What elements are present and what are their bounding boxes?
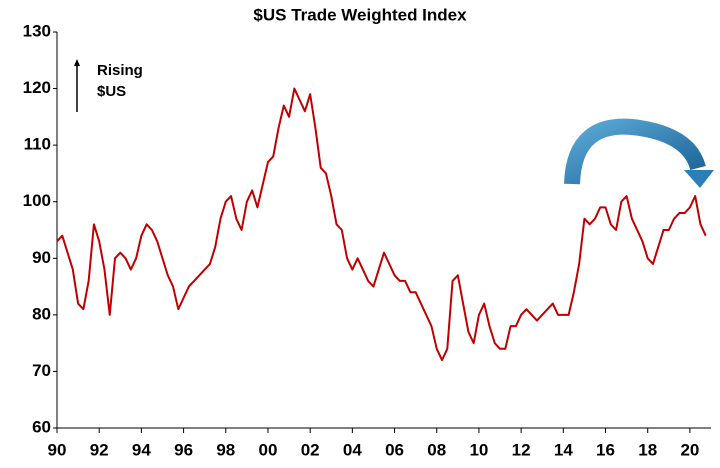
rising-arrow-head — [74, 59, 80, 66]
x-tick-label: 16 — [596, 440, 615, 459]
y-tick-label: 130 — [23, 21, 51, 40]
x-tick-label: 96 — [174, 440, 193, 459]
curved-arrow-head — [684, 170, 714, 188]
y-tick-label: 60 — [32, 417, 51, 436]
x-tick-label: 94 — [132, 440, 151, 459]
x-tick-label: 14 — [554, 440, 573, 459]
x-tick-label: 08 — [427, 440, 446, 459]
x-tick-label: 06 — [385, 440, 404, 459]
y-tick-label: 100 — [23, 191, 51, 210]
x-tick-label: 00 — [259, 440, 278, 459]
x-tick-label: 18 — [638, 440, 657, 459]
y-tick-label: 120 — [23, 78, 51, 97]
curved-arrow — [564, 118, 706, 185]
annotation: Rising — [97, 62, 143, 79]
x-tick-label: 04 — [343, 440, 362, 459]
chart-title: $US Trade Weighted Index — [253, 5, 467, 24]
x-tick-label: 20 — [680, 440, 699, 459]
x-tick-label: 12 — [512, 440, 531, 459]
y-tick-label: 110 — [24, 135, 51, 154]
y-tick-label: 90 — [32, 248, 51, 267]
x-tick-label: 02 — [301, 440, 320, 459]
x-tick-label: 10 — [469, 440, 488, 459]
y-tick-label: 70 — [32, 361, 51, 380]
annotation: $US — [97, 83, 126, 100]
y-tick-label: 80 — [32, 304, 51, 323]
x-tick-label: 90 — [48, 440, 67, 459]
x-tick-label: 98 — [216, 440, 235, 459]
data-line — [56, 87, 707, 362]
x-tick-label: 92 — [90, 440, 109, 459]
